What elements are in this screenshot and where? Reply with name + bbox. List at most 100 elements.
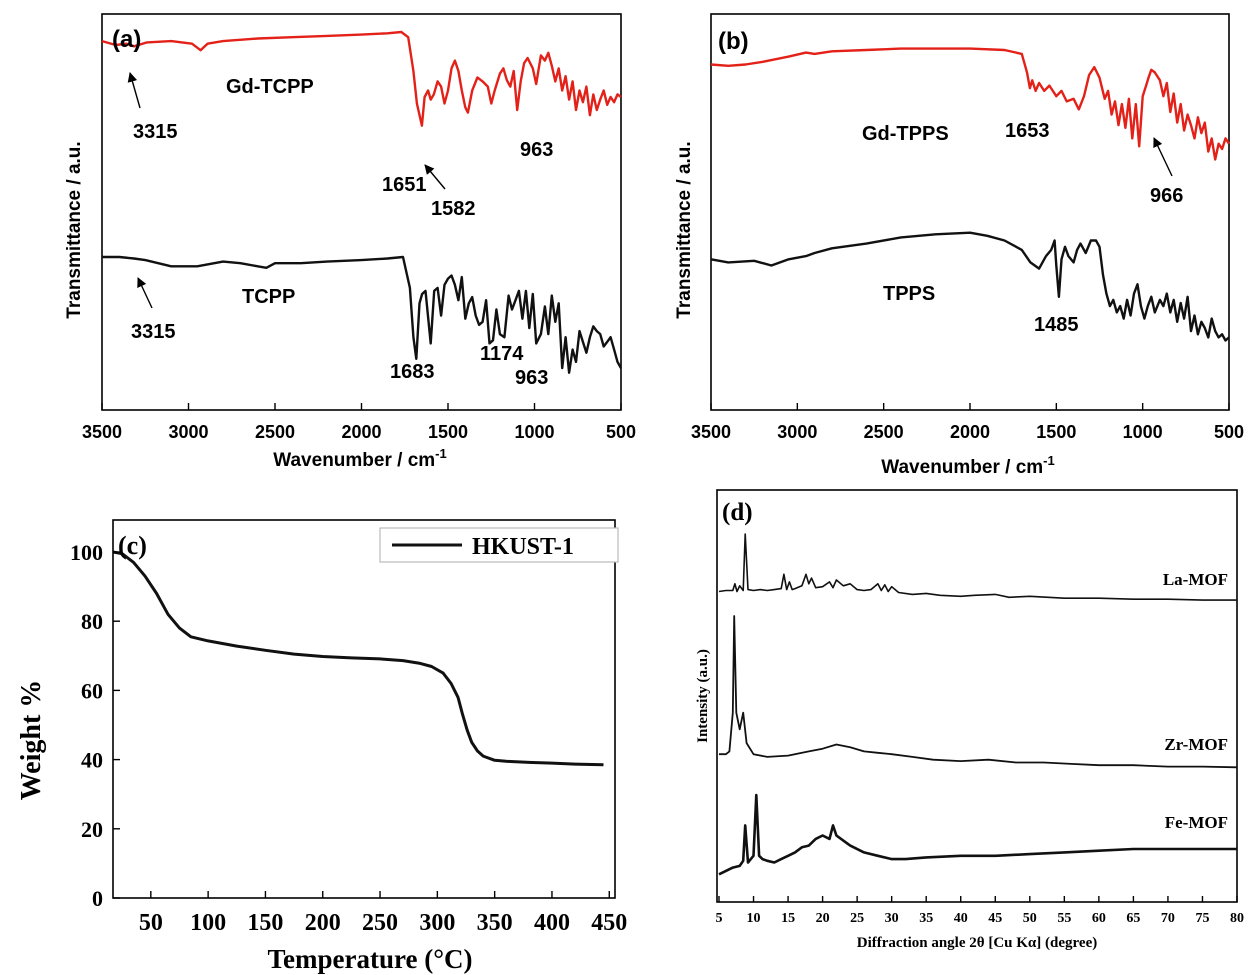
panel-d-x-tick-label: 15 [781,911,795,926]
panel-d-x-tick-label: 40 [954,911,968,926]
panel-d-label-la-mof: La-MOF [1163,570,1228,589]
panel-a-annot-1651: 1651 [382,174,427,196]
panel-b-series [710,47,1231,342]
panel-d-x-tick-label: 30 [885,911,899,926]
panel-c-y-tick-label: 60 [81,678,103,703]
panel-b-line-tpps [710,231,1230,342]
panel-d-ylabel: Intensity (a.u.) [695,649,711,743]
panel-d-x-tick-label: 35 [919,911,933,926]
panel-a-x-ticks: 3500 3000 2500 2000 1500 1000 500 [82,403,636,442]
panel-d-series [718,533,1238,876]
panel-a-annot-1582: 1582 [431,198,476,220]
panel-b: 3500 3000 2500 2000 1500 1000 500 (b) Wavenumb… [674,13,1244,478]
panel-d-label: (d) [722,499,753,526]
panel-a-ylabel: Transmittance / a.u. [64,141,85,318]
panel-d-x-tick-label: 20 [816,911,830,926]
panel-b-annot-gd-tpps: Gd-TPPS [862,123,949,145]
panel-c: 50 100 150 200 250 300 350 400 450 020406080100 … [16,519,627,974]
panel-c-x-tick-label: 50 [139,910,163,936]
panel-b-xlabel: Wavenumber / cm-1 [881,453,1054,478]
panel-b-annot-tpps: TPPS [883,283,935,305]
panel-a-annot-963-top: 963 [520,139,553,161]
panel-b-label: (b) [718,28,749,55]
panel-a-x-tick-label: 2000 [341,422,381,442]
panel-a-annot-3315-bottom: 3315 [131,321,176,343]
panel-d-x-tick-label: 60 [1092,911,1106,926]
panel-b-x-tick-label: 2500 [864,422,904,442]
panel-d-x-tick-label: 5 [716,911,723,926]
panel-d-x-tick-label: 70 [1161,911,1175,926]
panel-d-x-tick-label: 55 [1057,911,1071,926]
panel-c-y-tick-label: 20 [81,817,103,842]
panel-d-x-tick-label: 75 [1195,911,1209,926]
panel-c-x-tick-label: 250 [362,910,398,936]
panel-a-arrow-3315-top [127,72,141,109]
panel-c-x-tick-label: 450 [591,910,627,936]
panel-d-xlabel: Diffraction angle 2θ [Cu Kα] (degree) [857,935,1097,951]
panel-d-label-fe-mof: Fe-MOF [1165,813,1228,832]
panel-b-x-tick-label: 1500 [1036,422,1076,442]
panel-c-x-tick-label: 400 [534,910,570,936]
panel-a-xlabel: Wavenumber / cm-1 [273,446,446,471]
panel-b-arrow-966 [1153,137,1173,177]
panel-c-legend: HKUST-1 [379,527,619,563]
panel-a-annot-1174: 1174 [480,343,524,365]
panel-c-xlabel: Temperature (°C) [267,944,472,974]
panel-a-line-tcpp [102,255,623,374]
panel-d-x-tick-label: 25 [850,911,864,926]
panel-a-line-gd-tcpp [101,30,622,127]
panel-b-annot-1485: 1485 [1034,314,1079,336]
panel-c-y-tick-label: 40 [81,748,103,773]
panel-c-x-tick-label: 350 [477,910,513,936]
panel-b-line-gd-tpps [710,47,1231,161]
panel-b-x-tick-label: 2000 [950,422,990,442]
panel-b-x-tick-label: 3000 [777,422,817,442]
panel-a-x-tick-label: 500 [606,422,636,442]
panel-a-x-tick-label: 3000 [168,422,208,442]
panel-d-frame [716,489,1238,903]
panel-c-x-tick-label: 150 [247,910,283,936]
panel-c-label: (c) [118,531,147,560]
panel-a-x-tick-label: 2500 [255,422,295,442]
panel-c-y-tick-label: 80 [81,609,103,634]
panel-c-y-tick-label: 100 [70,540,103,565]
panel-b-annot-966: 966 [1150,185,1183,207]
panel-c-line-hkust-1 [112,550,604,767]
panel-b-x-tick-label: 1000 [1123,422,1163,442]
panel-d-line-la-mof [718,533,1237,601]
panel-c-y-ticks: 0 20 40 60 80 100 [70,540,120,911]
panel-b-x-tick-label: 3500 [691,422,731,442]
panel-c-y-tick-label: 0 [92,886,103,911]
panel-b-x-ticks: 3500 3000 2500 2000 1500 1000 500 [691,403,1244,442]
panel-d-x-ticks: 5 10 15 20 25 30 35 40 45 50 55 60 65 70 75 80 [716,896,1244,926]
panel-d: 5 10 15 20 25 30 35 40 45 50 55 60 65 70 75 80 (d) La-M… [695,489,1244,951]
panel-c-legend-label: HKUST-1 [472,534,574,560]
panel-d-line-zr-mof [719,615,1238,769]
panel-a-label: (a) [112,26,141,53]
panel-b-ylabel: Transmittance / a.u. [674,141,695,318]
panel-c-ylabel: Weight % [16,680,47,801]
panel-a-series [101,30,623,374]
panel-c-x-ticks: 50 100 150 200 250 300 350 400 450 [139,891,627,936]
panel-d-x-tick-label: 65 [1126,911,1140,926]
panel-a-arrow-1582 [424,164,446,190]
panel-d-x-tick-label: 80 [1230,911,1244,926]
panel-d-x-tick-label: 50 [1023,911,1037,926]
panel-a-annot-963-bottom: 963 [515,367,548,389]
panel-d-x-tick-label: 10 [747,911,761,926]
panel-b-annot-1653: 1653 [1005,120,1050,142]
panel-c-x-tick-label: 300 [419,910,455,936]
panel-a-annot-1683: 1683 [390,361,435,383]
panel-a: 3500 3000 2500 2000 1500 1000 500 (a) Wavenumb… [64,13,636,471]
panel-c-x-tick-label: 200 [305,910,341,936]
panel-d-label-zr-mof: Zr-MOF [1164,735,1228,754]
panel-c-x-tick-label: 100 [190,910,226,936]
panel-d-line-fe-mof [718,793,1237,876]
panel-b-x-tick-label: 500 [1214,422,1244,442]
panel-c-frame [112,519,616,899]
panel-a-x-tick-label: 3500 [82,422,122,442]
panel-b-frame [710,13,1230,411]
panel-a-frame [101,13,622,411]
panel-a-annot-3315-top: 3315 [133,121,178,143]
